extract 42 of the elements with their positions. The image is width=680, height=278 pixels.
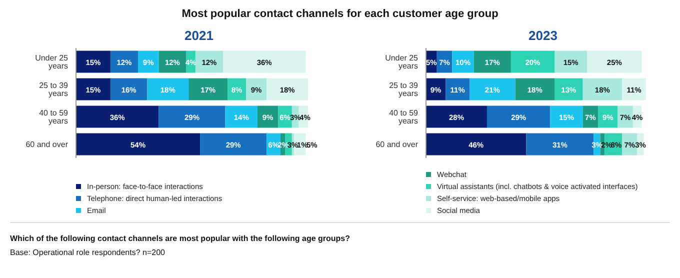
bar (446, 78, 470, 100)
bar (110, 50, 138, 73)
text: Most popular contact channels for each customer age group (180, 8, 500, 20)
y-tick-label: Under 25 years (385, 54, 419, 71)
bar (515, 78, 555, 100)
y-tick-label: 25 to 39 years (39, 81, 69, 98)
bar (195, 50, 224, 73)
bar (76, 50, 110, 73)
bar (426, 133, 526, 156)
text: Base: Operational role respondents? n=200 (10, 248, 165, 257)
y-tick-label: 40 to 59 years (389, 108, 419, 126)
bar (582, 78, 622, 100)
bar (188, 78, 228, 100)
bar (550, 106, 583, 128)
bar (158, 106, 226, 128)
y-tick-label: 40 to 59 years (39, 108, 69, 126)
bar (225, 106, 258, 128)
bar (587, 50, 642, 73)
bar (474, 50, 511, 73)
bar (147, 78, 189, 100)
bar (158, 50, 186, 73)
bar (554, 78, 583, 100)
y-tick-label: Under 25 years (35, 54, 69, 71)
bar (266, 78, 308, 100)
y-tick-label: 60 and over (376, 140, 418, 150)
bar (554, 50, 588, 73)
bar (76, 133, 200, 156)
chart-subtitle: 2023 (528, 27, 558, 45)
y-tick-label: 60 and over (26, 140, 68, 150)
bar (510, 50, 555, 73)
bar (200, 133, 267, 156)
chart-subtitle: 2021 (184, 27, 214, 45)
bar (470, 78, 516, 100)
bar (622, 78, 646, 100)
bar (223, 50, 306, 73)
text: Which of the following contact channels are most popular with the following age groups? (10, 234, 350, 243)
y-tick-label: 25 to 39 years (389, 81, 419, 98)
bar (76, 78, 110, 100)
bar (486, 106, 550, 128)
bar (76, 106, 159, 128)
bar (110, 78, 148, 100)
bar (426, 106, 487, 128)
